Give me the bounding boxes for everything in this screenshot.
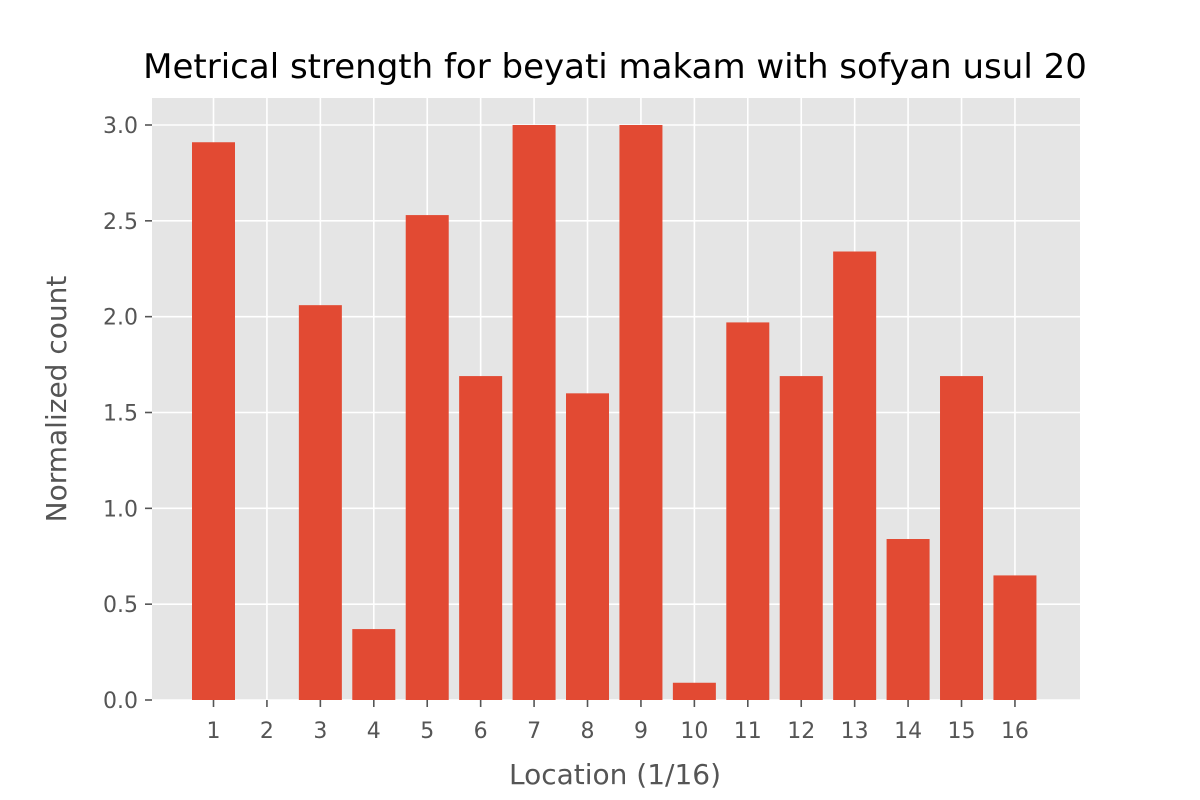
x-tick-label: 15 (948, 719, 976, 744)
bar-location-8 (566, 393, 610, 700)
x-tick-label: 9 (634, 719, 648, 744)
bar-location-15 (940, 376, 984, 700)
x-tick-label: 10 (680, 719, 708, 744)
y-tick-label: 2.5 (103, 210, 138, 235)
chart-title: Metrical strength for beyati makam with … (143, 47, 1087, 87)
x-tick-label: 16 (1001, 719, 1029, 744)
bars (192, 125, 1037, 701)
x-tick-label: 1 (207, 719, 221, 744)
bar-location-14 (886, 539, 930, 700)
bar-location-10 (672, 682, 716, 700)
y-tick-label: 0.5 (103, 593, 138, 618)
x-tick-label: 3 (313, 719, 327, 744)
x-tick-label: 6 (474, 719, 488, 744)
bar-location-9 (619, 125, 663, 700)
x-tick-label: 13 (841, 719, 869, 744)
x-tick-label: 5 (420, 719, 434, 744)
x-tick-label: 7 (527, 719, 541, 744)
x-tick-label: 2 (260, 719, 274, 744)
y-tick-label: 3.0 (103, 114, 138, 139)
y-tick-label: 1.0 (103, 497, 138, 522)
x-tick-label: 8 (581, 719, 595, 744)
y-axis-ticks: 0.0 0.5 1.0 1.5 2.0 2.5 3.0 (103, 114, 152, 714)
y-tick-label: 2.0 (103, 306, 138, 331)
bar-location-11 (726, 322, 770, 700)
x-tick-label: 14 (894, 719, 922, 744)
x-axis-label: Location (1/16) (509, 758, 721, 791)
bar-location-12 (779, 376, 823, 700)
x-tick-label: 4 (367, 719, 381, 744)
bar-location-4 (352, 629, 396, 700)
x-tick-label: 12 (787, 719, 815, 744)
bar-location-13 (833, 251, 877, 700)
y-tick-label: 0.0 (103, 689, 138, 714)
bar-location-6 (459, 376, 503, 700)
bar-location-5 (405, 215, 449, 701)
bar-location-16 (993, 575, 1037, 700)
x-tick-label: 11 (734, 719, 762, 744)
y-axis-label: Normalized count (40, 276, 73, 523)
bar-location-7 (512, 125, 556, 700)
bar-location-3 (298, 305, 342, 700)
bar-location-1 (192, 142, 235, 700)
y-tick-label: 1.5 (103, 402, 138, 427)
x-axis-ticks: 1 2 3 4 5 6 7 8 9 10 11 12 13 14 15 16 (207, 700, 1029, 744)
